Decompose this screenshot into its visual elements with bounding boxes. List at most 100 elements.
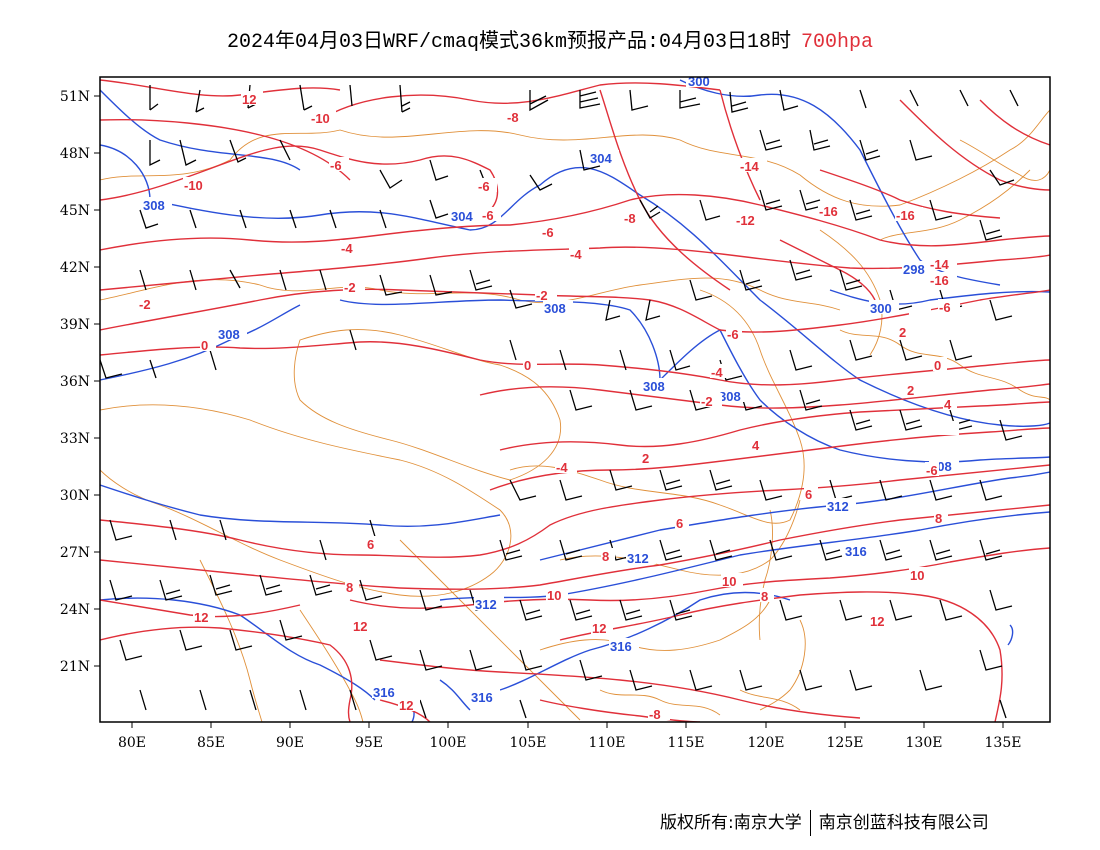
latitude-labels: 51N 48N 45N 42N 39N 36N 33N 30N 27N 24N … xyxy=(60,89,90,675)
height-label: 312 xyxy=(627,551,649,566)
temperature-label: -12 xyxy=(736,213,755,228)
temperature-label: 6 xyxy=(676,516,683,531)
footer-divider xyxy=(809,810,811,836)
temperature-label: 12 xyxy=(592,621,606,636)
height-label: 308 xyxy=(218,327,240,342)
temperature-label: 0 xyxy=(524,358,531,373)
temperature-label: 4 xyxy=(752,438,760,453)
temperature-label: -6 xyxy=(542,225,554,240)
lat-label: 42N xyxy=(60,260,90,276)
geographic-borders xyxy=(100,109,1050,722)
lat-label: 36N xyxy=(60,374,90,390)
title-pressure-level: 700hpa xyxy=(801,31,874,54)
temperature-label: -8 xyxy=(507,110,519,125)
height-label: 300 xyxy=(870,301,892,316)
temperature-label: -14 xyxy=(740,159,760,174)
temperature-label: 4 xyxy=(944,397,952,412)
axis-ticks xyxy=(94,95,1004,728)
map-plot-area: 300 304 308 304 308 308 308 308 304 308 … xyxy=(100,74,1050,722)
height-label: 312 xyxy=(475,597,497,612)
height-label: 308 xyxy=(719,389,741,404)
temperature-label: -6 xyxy=(926,463,938,478)
temperature-label: -6 xyxy=(939,300,951,315)
lon-label: 80E xyxy=(118,735,146,751)
temperature-label: -8 xyxy=(624,211,636,226)
height-label: 308 xyxy=(143,198,165,213)
temperature-label: -4 xyxy=(341,241,353,256)
temperature-label: -16 xyxy=(930,273,949,288)
height-label: 316 xyxy=(845,544,867,559)
temperature-label: -2 xyxy=(344,280,356,295)
height-contours xyxy=(100,79,1050,722)
lon-label: 115E xyxy=(668,735,705,751)
temperature-label: 2 xyxy=(907,383,914,398)
longitude-labels: 80E 85E 90E 95E 100E 105E 110E 115E 120E… xyxy=(118,735,1022,751)
temperature-label: -6 xyxy=(478,179,490,194)
height-label: 298 xyxy=(903,262,925,277)
temperature-label: 2 xyxy=(642,451,649,466)
title-main: 2024年04月03日WRF/cmaq模式36km预报产品:04月03日18时 xyxy=(226,31,792,54)
map-frame xyxy=(99,76,1051,723)
lon-label: 100E xyxy=(430,735,467,751)
lon-label: 110E xyxy=(589,735,626,751)
temperature-label: 10 xyxy=(910,568,924,583)
lon-label: 85E xyxy=(197,735,225,751)
temperature-label: -2 xyxy=(139,297,151,312)
lat-label: 24N xyxy=(60,602,90,618)
contour-labels: 300 304 308 304 308 308 308 308 304 308 … xyxy=(138,74,960,722)
lon-label: 130E xyxy=(906,735,943,751)
lat-label: 51N xyxy=(60,89,90,105)
height-label: 304 xyxy=(590,151,612,166)
temperature-label: -16 xyxy=(896,208,915,223)
temperature-label: -6 xyxy=(482,208,494,223)
company-name: 南京创蓝科技有限公司 xyxy=(818,813,989,833)
height-label: 308 xyxy=(544,301,566,316)
temperature-label: -2 xyxy=(701,394,713,409)
temperature-label: -6 xyxy=(330,158,342,173)
height-label: 300 xyxy=(688,74,710,89)
temperature-label: -16 xyxy=(819,204,838,219)
temperature-label: -10 xyxy=(311,111,330,126)
lat-label: 27N xyxy=(60,545,90,561)
temperature-label: 12 xyxy=(242,92,256,107)
temperature-label: 8 xyxy=(761,589,768,604)
temperature-label: -10 xyxy=(184,178,203,193)
temperature-label: 6 xyxy=(805,487,812,502)
temperature-label: -4 xyxy=(556,460,568,475)
height-label: 304 xyxy=(451,209,473,224)
lon-label: 90E xyxy=(276,735,304,751)
temperature-label: 8 xyxy=(346,580,353,595)
temperature-label: 12 xyxy=(353,619,367,634)
lat-label: 30N xyxy=(60,488,90,504)
height-label: 316 xyxy=(373,685,395,700)
map-title: 2024年04月03日WRF/cmaq模式36km预报产品:04月03日18时 7… xyxy=(0,24,1100,54)
lat-label: 33N xyxy=(60,431,90,447)
lat-label: 45N xyxy=(60,203,90,219)
lat-label: 48N xyxy=(60,146,90,162)
temperature-label: 0 xyxy=(201,338,208,353)
temperature-label: 0 xyxy=(934,358,941,373)
temperature-label: -14 xyxy=(930,257,950,272)
temperature-label: 6 xyxy=(367,537,374,552)
temperature-label: -4 xyxy=(711,365,723,380)
temperature-label: -6 xyxy=(727,327,739,342)
temperature-label: 2 xyxy=(899,325,906,340)
temperature-label: 12 xyxy=(399,698,413,713)
lat-label: 21N xyxy=(60,659,90,675)
temperature-label: 8 xyxy=(602,549,609,564)
lat-label: 39N xyxy=(60,317,90,333)
temperature-label: -2 xyxy=(536,288,548,303)
temperature-label: 12 xyxy=(194,610,208,625)
temperature-label: -8 xyxy=(649,707,661,722)
temperature-label: 12 xyxy=(870,614,884,629)
height-label: 312 xyxy=(827,499,849,514)
copyright-text: 版权所有:南京大学 xyxy=(660,813,802,833)
lon-label: 135E xyxy=(985,735,1022,751)
temperature-label: 10 xyxy=(547,588,561,603)
height-label: 316 xyxy=(471,690,493,705)
height-label: 316 xyxy=(610,639,632,654)
footer-credits: 版权所有:南京大学 南京创蓝科技有限公司 xyxy=(660,808,989,836)
height-label: 308 xyxy=(643,379,665,394)
temperature-label: -4 xyxy=(570,247,582,262)
lon-label: 125E xyxy=(827,735,864,751)
